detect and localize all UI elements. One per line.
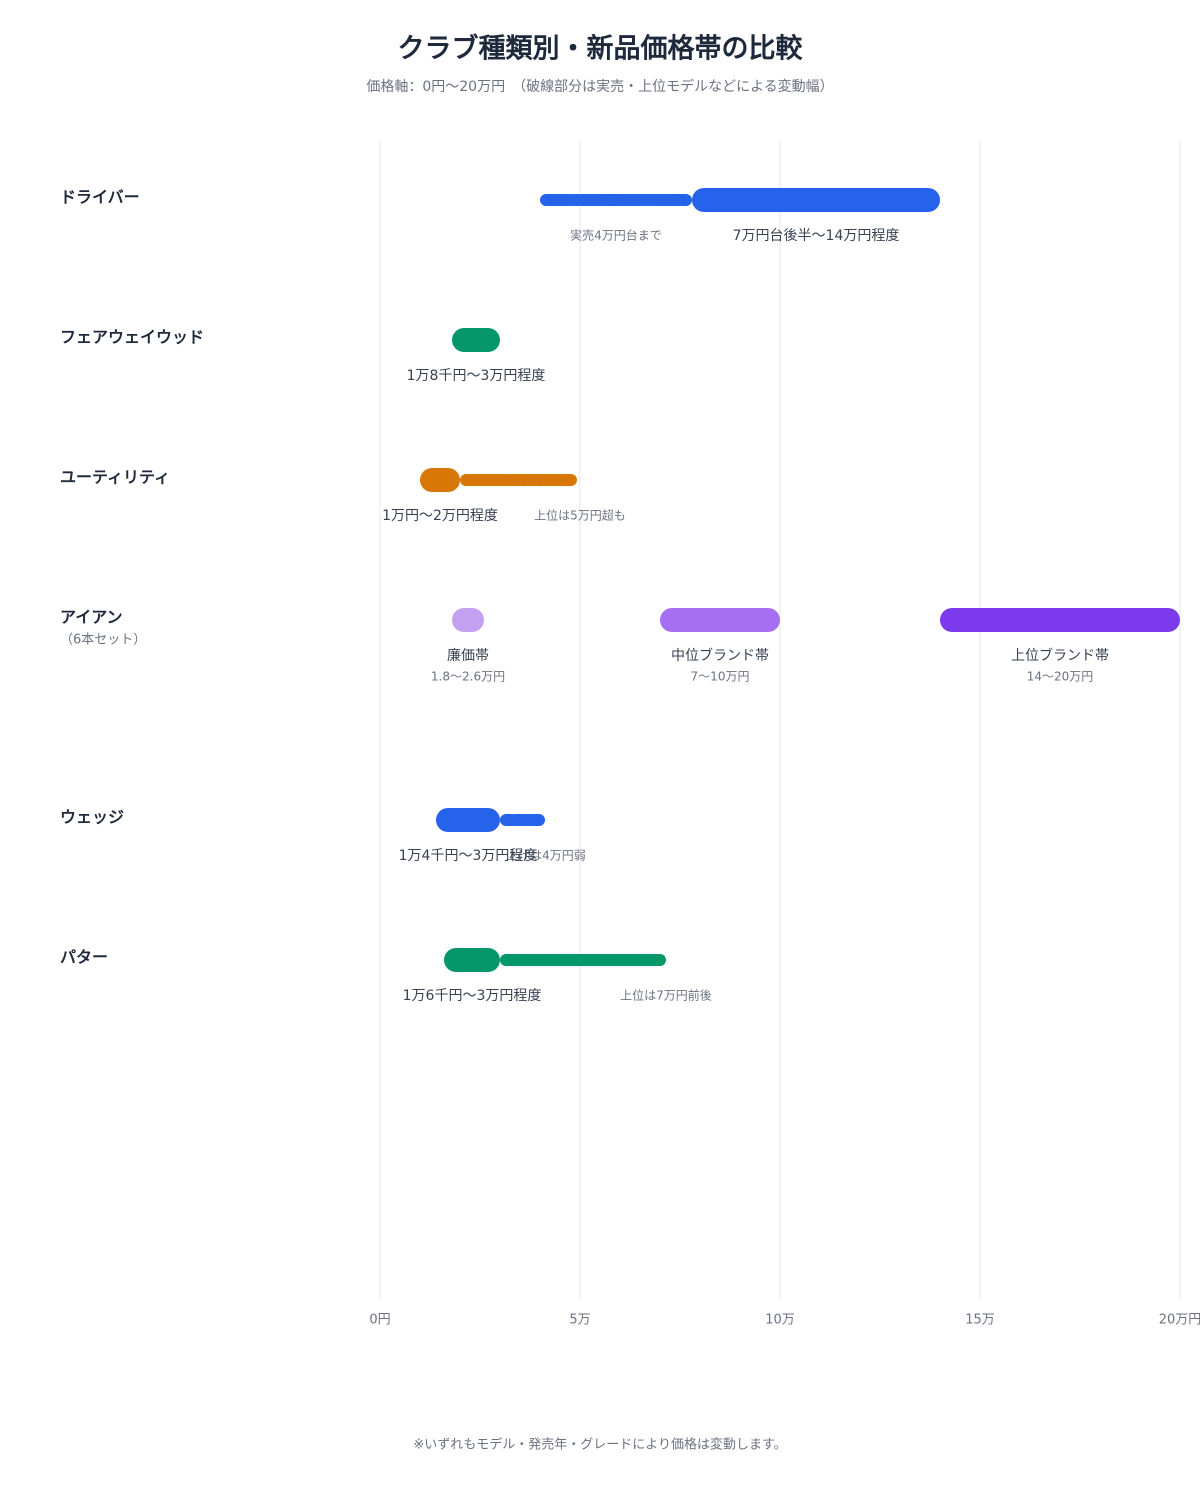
x-tick-label: 15万: [965, 1313, 995, 1328]
range-label: 1万円〜2万円程度: [382, 508, 498, 524]
range-note: 上位は7万円前後: [620, 988, 712, 1003]
row-label: ドライバー: [60, 188, 140, 207]
range-label: 上位ブランド帯: [1011, 647, 1109, 664]
range-sublabel: 7〜10万円: [691, 670, 750, 684]
x-tick-label: 0円: [369, 1313, 390, 1328]
range-note: 実売4万円台まで: [570, 228, 662, 243]
range-bar: [452, 328, 500, 352]
chart-title: クラブ種類別・新品価格帯の比較: [398, 33, 804, 65]
range-sublabel: 14〜20万円: [1027, 670, 1094, 684]
range-bar: [660, 608, 780, 632]
range-bar: [692, 188, 940, 212]
row-label: ウェッジ: [60, 808, 124, 827]
chart-subtitle: 価格軸：0円〜20万円 （破線部分は実売・上位モデルなどによる変動幅）: [366, 78, 833, 95]
range-bar: [436, 808, 500, 832]
range-label: 7万円台後半〜14万円程度: [733, 228, 900, 244]
range-bar: [452, 608, 484, 632]
row-label: アイアン: [60, 608, 123, 627]
range-note: 上位は5万円超も: [534, 508, 626, 523]
row-label: ユーティリティ: [60, 468, 170, 487]
range-bar: [444, 948, 500, 972]
x-tick-label: 5万: [569, 1313, 590, 1328]
row-label: フェアウェイウッド: [60, 328, 204, 347]
range-label: 廉価帯: [447, 647, 489, 664]
range-label: 1万6千円〜3万円程度: [403, 988, 542, 1004]
range-label: 中位ブランド帯: [671, 647, 769, 664]
x-tick-label: 20万円: [1159, 1313, 1200, 1328]
range-label: 1万8千円〜3万円程度: [407, 368, 546, 384]
range-bar: [420, 468, 460, 492]
range-note: 上げは4万円弱: [506, 849, 586, 863]
range-bar: [940, 608, 1180, 632]
row-label: パター: [60, 948, 108, 967]
row-sublabel: （6本セット）: [60, 633, 146, 648]
range-sublabel: 1.8〜2.6万円: [431, 670, 505, 684]
range-label: 1万4千円〜3万円程度: [399, 848, 538, 864]
footnote: ※いずれもモデル・発売年・グレードにより価格は変動します。: [413, 1437, 786, 1453]
x-tick-label: 10万: [765, 1313, 795, 1328]
